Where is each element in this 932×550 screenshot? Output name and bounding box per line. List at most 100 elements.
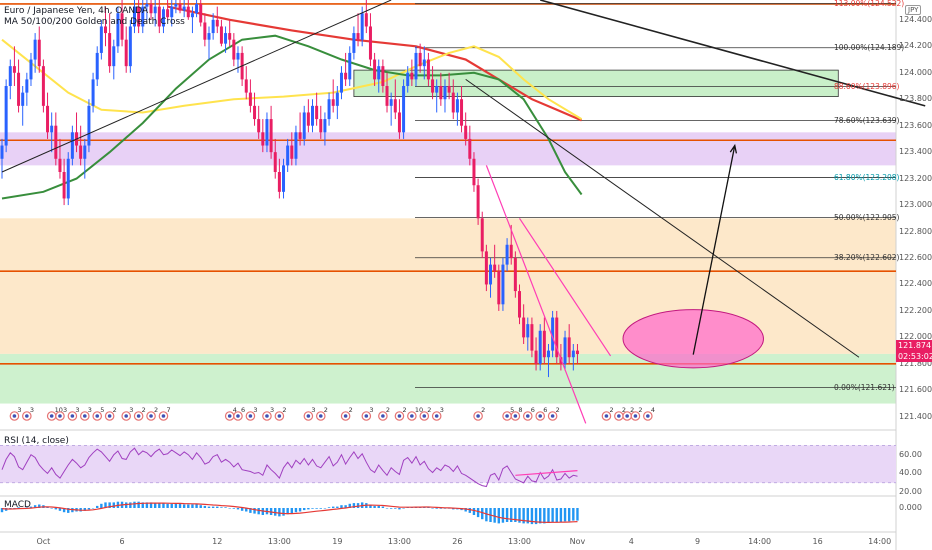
event-marker-count: 8 (518, 406, 522, 414)
zones-layer (0, 69, 896, 404)
candle-body (447, 86, 451, 93)
macd-bar (290, 508, 293, 514)
event-marker-dot (49, 414, 54, 418)
macd-bar (170, 503, 173, 508)
candle-body (244, 79, 248, 93)
candle-body (236, 52, 240, 60)
candle-body (480, 218, 484, 252)
candle-body (327, 99, 331, 120)
event-marker-count: 2 (142, 406, 146, 414)
event-marker-count: 4 (233, 406, 237, 414)
currency-badge[interactable]: JPY (905, 5, 922, 15)
candle-body (513, 258, 517, 292)
candle-body (211, 19, 215, 34)
event-marker-dot (625, 414, 629, 418)
candle-body (439, 86, 443, 100)
candle-body (418, 52, 422, 67)
macd-bar (100, 503, 103, 508)
macd-bar (240, 508, 244, 511)
price-tick: 122.800 (899, 226, 932, 236)
candle-body (132, 6, 136, 27)
candle-body (282, 165, 286, 192)
macd-bar (431, 508, 434, 509)
channel-line (485, 165, 587, 424)
time-tick: 13:00 (507, 537, 532, 546)
fib-label: 0.00%(121.621) (834, 382, 895, 392)
macd-bar (245, 508, 248, 512)
candle-body (402, 86, 406, 133)
macd-bar (303, 508, 306, 511)
candle-body (8, 66, 12, 86)
macd-bar (311, 508, 314, 509)
candle-body (319, 119, 323, 133)
candle-body (331, 99, 335, 106)
candle-body (468, 138, 472, 159)
candle-body (273, 152, 277, 172)
macd-bar (439, 508, 443, 509)
macd-bar (319, 508, 322, 509)
event-marker-count: 3 (17, 406, 21, 414)
macd-bar (385, 508, 389, 509)
macd-bar (62, 508, 66, 513)
ma-50-line (167, 5, 583, 122)
levels-layer (0, 3, 896, 388)
macd-bar (497, 508, 500, 524)
candle-body (377, 66, 381, 80)
grid-layer (0, 0, 897, 550)
macd-bar (381, 506, 385, 508)
candle-body (460, 99, 464, 126)
macd-bar (257, 508, 260, 515)
macd-bar (96, 505, 99, 508)
macd-bar (17, 507, 20, 508)
candle-body (426, 59, 430, 80)
price-tick: 124.000 (899, 67, 932, 77)
candle-body (368, 26, 372, 60)
rsi-divergence-line (515, 470, 578, 476)
event-marker-count: 10 (55, 406, 63, 414)
candle-body (174, 3, 178, 7)
indicator-title[interactable]: MA 50/100/200 Golden and Death Cross (4, 17, 185, 27)
event-marker-dot (525, 414, 530, 418)
candle-body (385, 86, 389, 106)
candle-body (182, 6, 186, 11)
rsi-tick: 60.00 (899, 449, 922, 459)
event-marker-dot (617, 414, 621, 418)
candle-body (124, 39, 128, 67)
macd-title[interactable]: MACD (4, 500, 31, 510)
macd-bar (187, 504, 190, 508)
macd-bar (141, 502, 144, 508)
event-marker-count: 2 (609, 406, 613, 414)
candle-body (464, 125, 468, 139)
candle-body (555, 317, 559, 358)
event-marker-count: 2 (481, 406, 485, 414)
event-marker-dot (265, 414, 269, 418)
macd-bar (394, 508, 397, 509)
candle-body (286, 145, 290, 166)
candle-body (277, 172, 281, 192)
macd-bar (555, 508, 558, 522)
candle-body (50, 125, 54, 133)
price-tick: 123.000 (899, 200, 932, 210)
event-marker-dot (277, 414, 282, 418)
candle-body (195, 3, 199, 14)
candle-body (311, 105, 314, 126)
event-marker-count: 2 (622, 406, 626, 414)
candle-body (410, 72, 414, 80)
candle-body (538, 330, 542, 364)
candle-body (37, 39, 41, 67)
event-marker-dot (538, 414, 542, 418)
candle-body (339, 72, 343, 93)
time-tick: Nov (569, 537, 586, 546)
event-marker-count: 2 (556, 406, 560, 414)
macd-bar (207, 506, 211, 508)
rsi-title[interactable]: RSI (14, close) (4, 436, 69, 446)
price-tick: 122.200 (899, 305, 932, 315)
event-marker-count: 2 (282, 406, 286, 414)
symbol-title[interactable]: Euro / Japanese Yen, 4h, OANDA (4, 6, 149, 16)
candle-body (33, 39, 37, 60)
candle-body (489, 264, 493, 285)
macd-pane (0, 501, 579, 525)
macd-bar (307, 508, 310, 510)
candle-body (54, 125, 58, 159)
